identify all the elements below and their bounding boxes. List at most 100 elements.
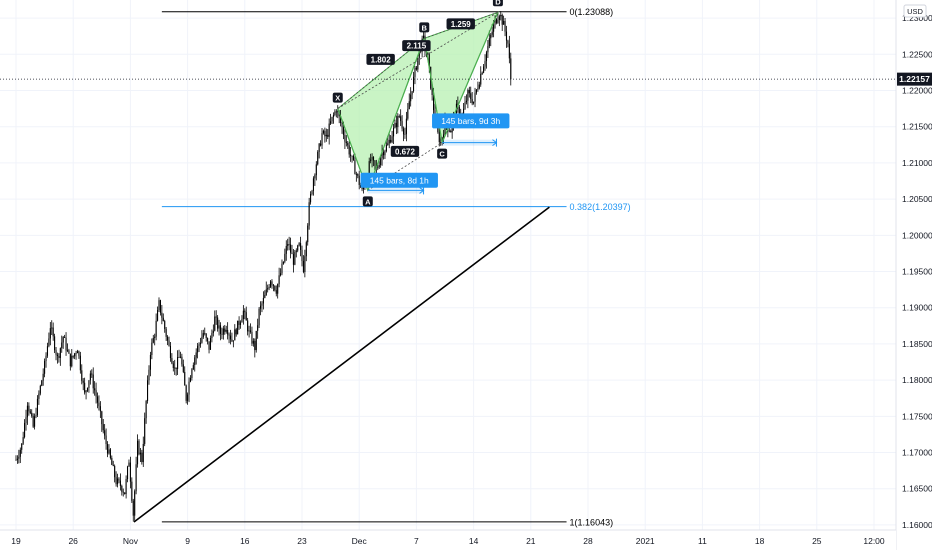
candle-body — [147, 380, 149, 401]
ratio-box-3 — [390, 145, 420, 157]
candle-body — [148, 369, 150, 381]
candle-body — [334, 111, 336, 116]
x-tick-label: Nov — [123, 536, 139, 546]
point-label-c: C — [439, 150, 445, 159]
candle-body — [237, 320, 239, 335]
candle-body — [261, 303, 263, 306]
ratio-label-1: 2.115 — [407, 42, 427, 51]
y-tick-label: 1.19500 — [902, 267, 932, 277]
candle-body — [428, 54, 430, 67]
current-price-tag — [897, 72, 932, 86]
x-tick-label: 2021 — [636, 536, 655, 546]
candle-body — [337, 111, 339, 113]
candle-body — [99, 406, 101, 412]
candle-body — [382, 151, 385, 156]
candle-body — [132, 500, 134, 516]
candle-body — [234, 329, 236, 341]
candle-body — [51, 327, 53, 329]
candle-body — [415, 67, 417, 70]
candle-body — [412, 76, 415, 92]
candle-body — [212, 330, 214, 334]
candle-body — [332, 115, 335, 117]
candle-body — [126, 466, 129, 480]
y-tick-label: 1.18000 — [902, 375, 932, 385]
price-axis-panel — [896, 0, 932, 550]
candle-body — [119, 480, 121, 486]
candle-body — [361, 187, 363, 190]
candle-body — [19, 449, 21, 457]
candle-body — [89, 373, 91, 381]
candle-body — [25, 417, 27, 423]
candle-body — [458, 106, 460, 116]
candle-body — [258, 308, 260, 326]
candle-body — [187, 394, 189, 401]
candle-body — [195, 352, 197, 358]
candle-body — [45, 355, 47, 362]
candle-body — [31, 412, 33, 416]
candle-body — [287, 244, 289, 246]
candle-body — [154, 336, 156, 338]
candle-body — [82, 380, 84, 383]
candle-body — [438, 131, 440, 143]
y-tick-label: 1.21000 — [902, 158, 932, 168]
annotation-labels: X A B C D 1.802 2.115 1.259 0.672 145 bars, 8d 1h… — [332, 0, 510, 207]
candle-body — [455, 103, 457, 119]
candle-body — [427, 52, 429, 55]
candle-body — [290, 244, 292, 253]
candle-body — [175, 367, 177, 370]
candle-body — [347, 143, 349, 146]
candle-body — [218, 325, 220, 329]
y-tick-label: 1.17000 — [902, 448, 932, 458]
x-tick-label: Dec — [352, 536, 368, 546]
candle-body — [149, 354, 151, 370]
candle-body — [199, 342, 202, 345]
candle-body — [111, 457, 113, 465]
point-marker-b — [419, 22, 430, 33]
currency-badge-box — [903, 4, 927, 18]
fib-0382-label: 0.382(1.20397) — [570, 202, 631, 212]
candle-body — [205, 333, 207, 338]
candle-body — [448, 130, 450, 132]
candle-body — [355, 174, 357, 175]
time-axis-panel — [0, 530, 896, 550]
candle-body — [28, 405, 30, 412]
candle-body — [151, 342, 153, 355]
candle-body — [34, 416, 36, 427]
candle-body — [324, 130, 326, 137]
candle-body — [135, 464, 137, 492]
candle-body — [318, 143, 320, 152]
candle-body — [242, 310, 244, 320]
candle-body — [330, 121, 332, 124]
candle-body — [251, 331, 253, 344]
candle-body — [423, 35, 425, 39]
candle-body — [311, 190, 313, 195]
candle-body — [414, 67, 416, 77]
candle-body — [465, 100, 467, 103]
candle-body — [177, 357, 179, 370]
candle-body — [501, 14, 503, 25]
pattern-leg-ab — [367, 38, 425, 191]
candle-body — [179, 356, 181, 358]
y-tick-label: 1.20500 — [902, 194, 932, 204]
candle-body — [247, 320, 249, 332]
candle-body — [475, 89, 478, 93]
candle-body — [490, 34, 492, 39]
candle-body — [79, 355, 81, 371]
candle-body — [54, 336, 56, 351]
candle-body — [354, 159, 356, 175]
candle-body — [470, 93, 472, 100]
candle-body — [320, 143, 322, 146]
candle-body — [61, 342, 63, 349]
candle-body — [141, 452, 143, 463]
candle-body — [81, 370, 83, 381]
candle-body — [288, 244, 290, 245]
candle-body — [300, 243, 302, 250]
candle-body — [312, 178, 314, 191]
x-tick-label: 12:00 — [863, 536, 885, 546]
candle-body — [121, 485, 123, 492]
candle-body — [358, 175, 360, 185]
candle-body — [285, 245, 287, 254]
point-label-a: A — [365, 197, 371, 206]
